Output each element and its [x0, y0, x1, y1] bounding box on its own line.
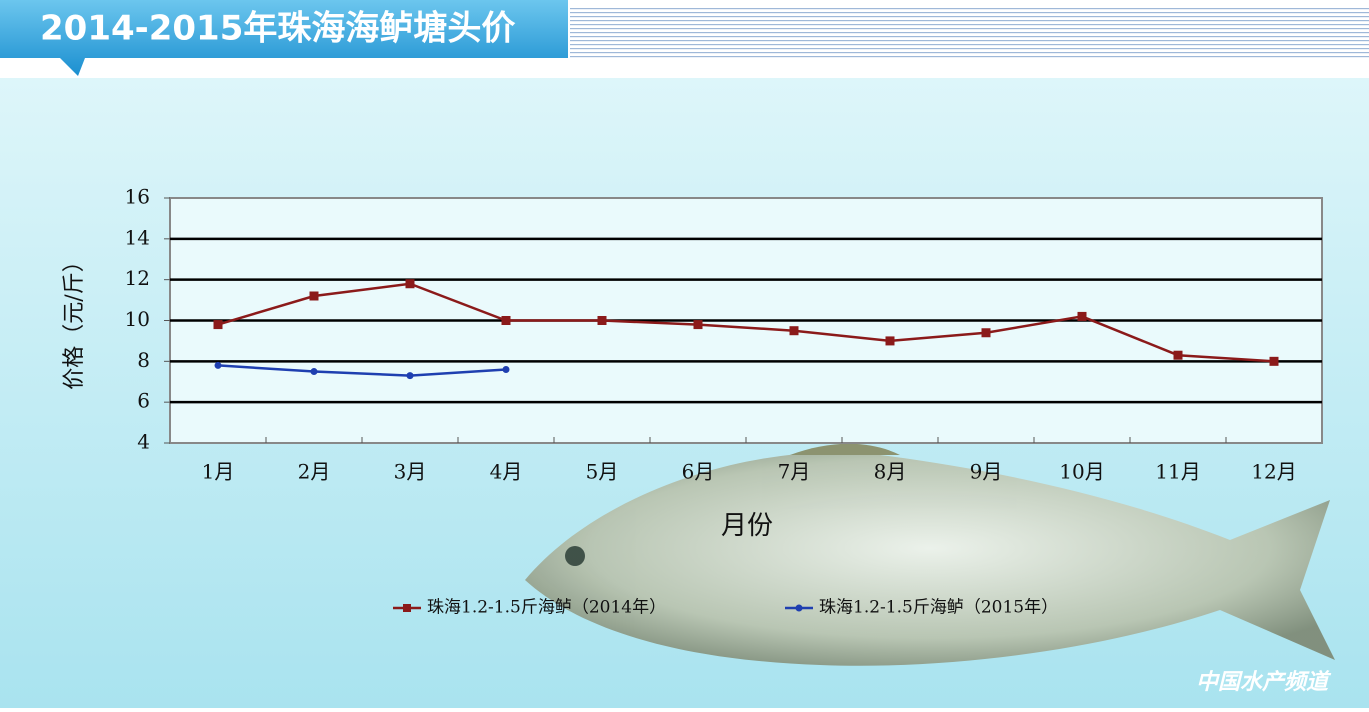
legend-marker: [795, 604, 803, 612]
legend-label: 珠海1.2-1.5斤海鲈（2014年）: [427, 598, 666, 618]
y-tick-label: 12: [125, 266, 150, 290]
point-marker: [501, 316, 511, 325]
y-axis-label: 价格（元/斤）: [62, 250, 87, 389]
y-tick-label: 16: [125, 185, 150, 209]
x-tick-label: 2月: [298, 460, 331, 484]
y-tick-label: 14: [125, 225, 150, 249]
legend-marker: [403, 604, 411, 612]
point-marker: [405, 279, 415, 289]
point-marker: [309, 291, 319, 301]
x-tick-label: 7月: [778, 460, 811, 484]
point-marker: [885, 336, 895, 346]
point-marker: [789, 326, 799, 336]
point-marker: [981, 328, 991, 338]
point-marker: [502, 366, 510, 373]
point-marker: [213, 320, 223, 330]
y-tick-label: 8: [137, 348, 150, 372]
y-tick-label: 10: [125, 307, 150, 331]
x-tick-label: 4月: [490, 460, 523, 484]
y-tick-label: 6: [137, 389, 150, 413]
series-line: [217, 364, 507, 377]
legend-label: 珠海1.2-1.5斤海鲈（2015年）: [819, 598, 1058, 618]
x-axis-label: 月份: [721, 511, 773, 541]
point-marker: [1269, 356, 1279, 366]
point-marker: [214, 361, 222, 369]
series-line: [217, 282, 1275, 363]
point-marker: [693, 320, 703, 330]
x-tick-label: 9月: [970, 460, 1003, 484]
title-banner: [0, 0, 568, 76]
y-tick-label: 4: [137, 430, 150, 454]
point-marker: [310, 368, 318, 376]
x-tick-label: 12月: [1251, 460, 1296, 484]
header-stripes: [570, 8, 1369, 58]
x-tick-label: 10月: [1059, 460, 1104, 484]
x-tick-label: 5月: [586, 460, 619, 484]
x-tick-label: 3月: [394, 460, 427, 484]
point-marker: [406, 372, 414, 380]
point-marker: [1173, 350, 1183, 360]
point-marker: [1077, 311, 1087, 321]
x-tick-label: 11月: [1155, 460, 1200, 484]
x-tick-label: 6月: [682, 460, 715, 484]
point-marker: [597, 316, 607, 325]
x-tick-label: 1月: [202, 460, 235, 484]
page-title: 2014-2015年珠海海鲈塘头价: [40, 9, 515, 49]
fish-illustration: [525, 443, 1335, 666]
watermark: 中国水产频道: [1196, 669, 1332, 695]
x-tick-label: 8月: [874, 460, 907, 484]
